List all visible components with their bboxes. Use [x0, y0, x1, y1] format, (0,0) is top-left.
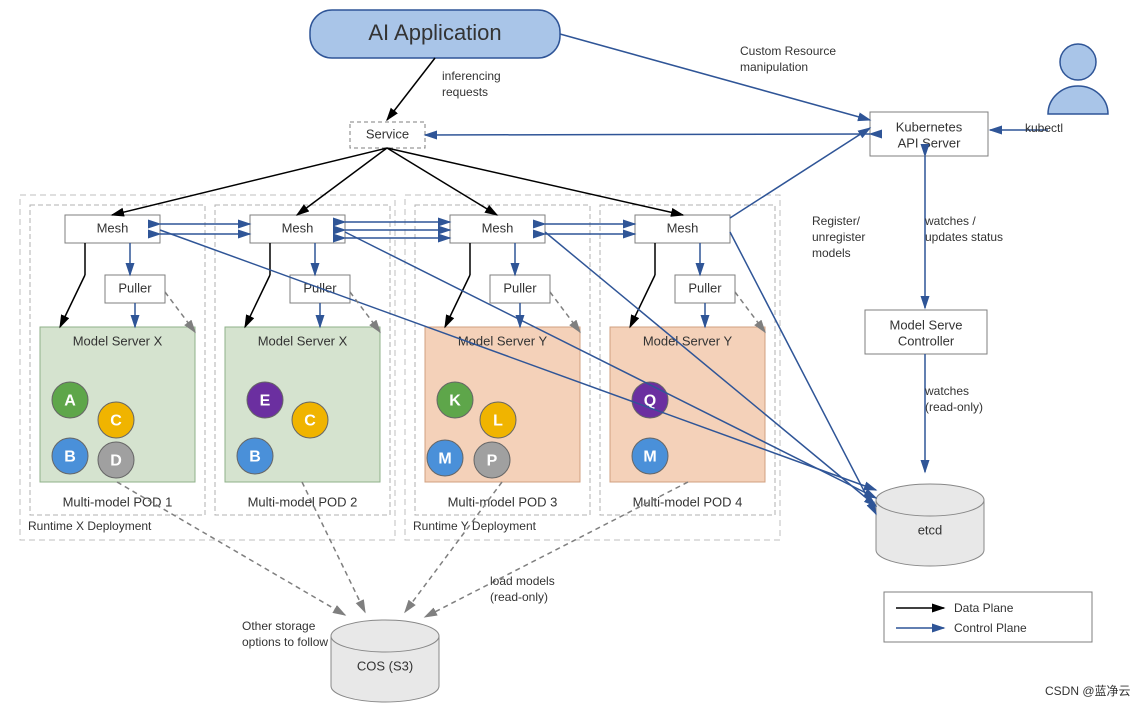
edge — [730, 128, 870, 218]
svg-text:models: models — [812, 246, 851, 260]
svg-text:K: K — [449, 393, 461, 410]
svg-text:Kubernetes: Kubernetes — [896, 119, 963, 134]
svg-text:Register/: Register/ — [812, 214, 861, 228]
architecture-diagram: Runtime X Deployment Runtime Y Deployment… — [0, 0, 1134, 704]
svg-text:watches: watches — [924, 384, 969, 398]
edge — [550, 292, 580, 332]
svg-text:Mesh: Mesh — [482, 220, 514, 235]
svg-text:Model Server Y: Model Server Y — [458, 333, 548, 348]
svg-text:etcd: etcd — [918, 522, 943, 537]
svg-text:C: C — [110, 413, 122, 430]
svg-text:(read-only): (read-only) — [490, 590, 548, 604]
svg-text:Controller: Controller — [898, 333, 955, 348]
svg-text:Multi-model POD 3: Multi-model POD 3 — [448, 494, 558, 509]
svg-text:E: E — [260, 393, 271, 410]
svg-text:C: C — [304, 413, 316, 430]
svg-text:Mesh: Mesh — [97, 220, 129, 235]
svg-text:requests: requests — [442, 85, 488, 99]
edge — [445, 275, 470, 327]
svg-text:Control Plane: Control Plane — [954, 621, 1027, 635]
edge — [297, 148, 387, 215]
svg-text:B: B — [64, 449, 76, 466]
svg-text:options to follow: options to follow — [242, 635, 328, 649]
svg-text:AI Application: AI Application — [368, 20, 501, 45]
svg-text:kubectl: kubectl — [1025, 121, 1063, 135]
svg-text:A: A — [64, 393, 76, 410]
svg-text:Model Server Y: Model Server Y — [643, 333, 733, 348]
svg-text:Model Server X: Model Server X — [73, 333, 163, 348]
svg-text:Model Serve: Model Serve — [890, 317, 963, 332]
user-icon — [1048, 44, 1108, 114]
etcd-cylinder: etcd — [876, 484, 984, 566]
svg-text:Puller: Puller — [118, 280, 152, 295]
svg-text:load models: load models — [490, 574, 555, 588]
svg-text:M: M — [438, 451, 451, 468]
svg-text:Other storage: Other storage — [242, 619, 316, 633]
svg-text:Puller: Puller — [688, 280, 722, 295]
edge — [245, 275, 270, 327]
svg-text:B: B — [249, 449, 261, 466]
svg-text:updates status: updates status — [925, 230, 1003, 244]
svg-text:watches /: watches / — [924, 214, 976, 228]
svg-text:inferencing: inferencing — [442, 69, 501, 83]
svg-text:Mesh: Mesh — [667, 220, 699, 235]
svg-text:L: L — [493, 413, 503, 430]
svg-text:Service: Service — [366, 126, 409, 141]
edge — [387, 58, 435, 120]
edge — [425, 134, 870, 135]
svg-text:M: M — [643, 449, 656, 466]
cos-cylinder: COS (S3) — [331, 620, 439, 702]
svg-text:(read-only): (read-only) — [925, 400, 983, 414]
svg-text:unregister: unregister — [812, 230, 865, 244]
svg-text:Multi-model POD 4: Multi-model POD 4 — [633, 494, 743, 509]
svg-text:P: P — [487, 453, 498, 470]
svg-text:API Server: API Server — [898, 135, 962, 150]
svg-text:Data Plane: Data Plane — [954, 601, 1014, 615]
svg-text:Puller: Puller — [503, 280, 537, 295]
edge — [350, 292, 380, 332]
svg-text:COS (S3): COS (S3) — [357, 658, 413, 673]
svg-text:manipulation: manipulation — [740, 60, 808, 74]
svg-text:Runtime X Deployment: Runtime X Deployment — [28, 519, 152, 533]
svg-text:Runtime Y Deployment: Runtime Y Deployment — [413, 519, 537, 533]
edge — [60, 275, 85, 327]
svg-text:Model Server X: Model Server X — [258, 333, 348, 348]
svg-text:Multi-model POD 1: Multi-model POD 1 — [63, 494, 173, 509]
svg-text:D: D — [110, 453, 122, 470]
svg-text:Multi-model POD 2: Multi-model POD 2 — [248, 494, 358, 509]
edge — [165, 292, 195, 332]
svg-text:Mesh: Mesh — [282, 220, 314, 235]
svg-text:Custom Resource: Custom Resource — [740, 44, 836, 58]
svg-text:CSDN @蓝净云: CSDN @蓝净云 — [1045, 684, 1131, 698]
edge — [735, 292, 765, 332]
